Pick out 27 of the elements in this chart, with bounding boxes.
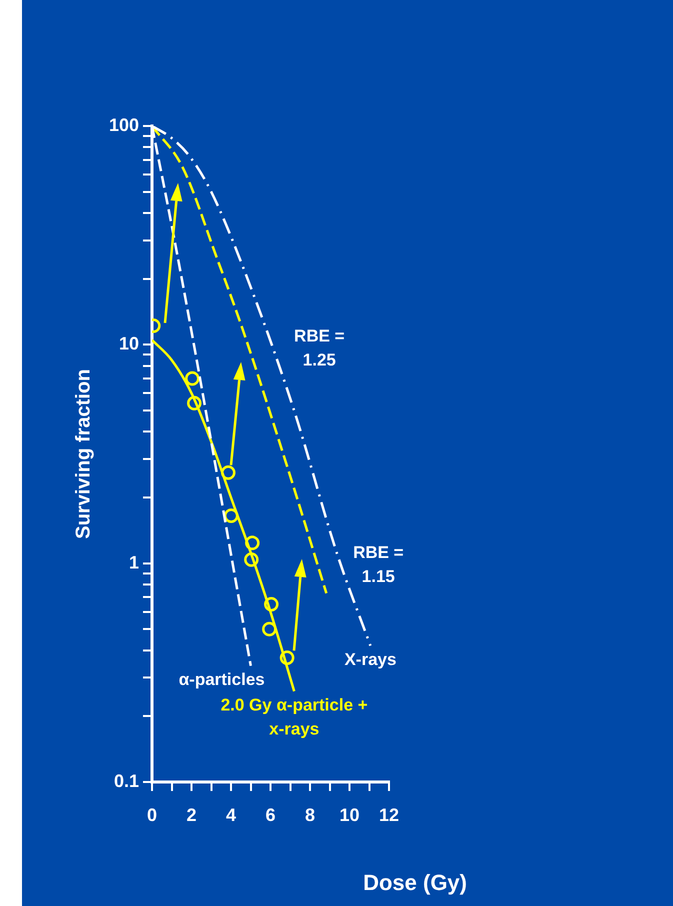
series-label: α-particles [178,670,265,689]
point [280,650,294,666]
x-tick-label: 6 [265,804,276,825]
y-tick-label: 100 [108,114,139,135]
x-tick-label: 0 [146,804,158,825]
x-axis-title: Dose (Gy) [363,870,467,895]
y-tick-label: 10 [118,334,139,354]
point [245,536,260,550]
x-tick-label: 12 [378,804,400,825]
x-tick-label: 4 [226,804,236,825]
point [264,596,279,612]
point [244,552,259,567]
annotation: RBE = 1.25 [294,326,345,370]
point [220,465,236,480]
y-tick-label: 1 [128,552,139,572]
annotation: RBE = 1.15 [353,543,404,586]
point [262,622,277,636]
x-tick-label: 10 [339,804,360,825]
x-tick-label: 2 [186,804,197,825]
y-axis-title: Surviving fraction [72,368,95,540]
x-tick-label: 8 [304,804,316,825]
point [187,396,202,410]
y-tick-label: 0.1 [114,770,139,791]
series-label: 2.0 Gy α-particle + x-rays [220,695,368,738]
line-series [152,338,296,693]
series-label: X-rays [344,650,396,669]
point [185,371,200,386]
